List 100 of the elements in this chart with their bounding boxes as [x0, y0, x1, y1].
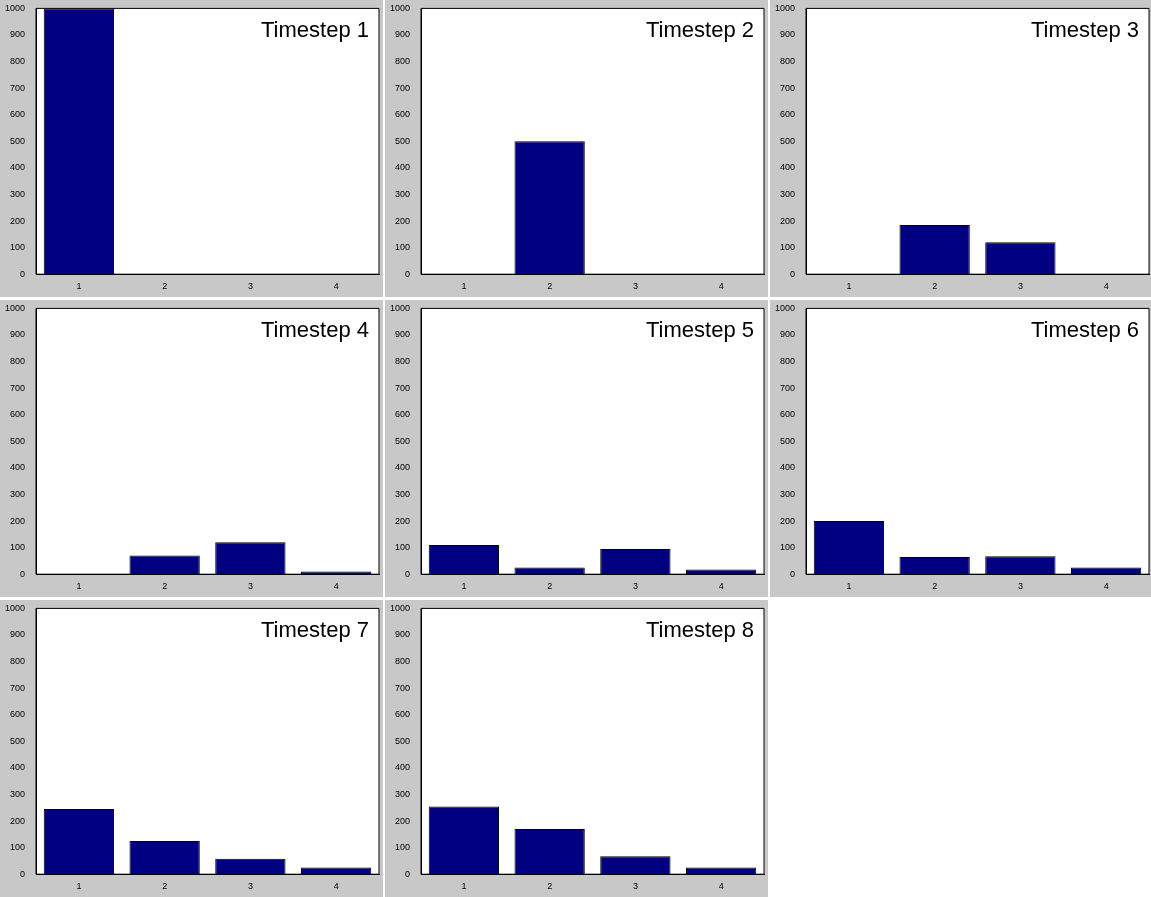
y-tick-label: 500 — [779, 135, 796, 146]
x-tick-label: 2 — [547, 581, 553, 592]
y-tick-label: 300 — [779, 188, 796, 199]
y-tick-label: 600 — [9, 109, 26, 120]
y-tick-label: 100 — [394, 542, 411, 553]
y-tick-label: 700 — [779, 382, 796, 393]
y-tick-label: 500 — [9, 735, 26, 746]
x-tick-label: 4 — [333, 581, 339, 592]
y-tick-label: 800 — [394, 56, 411, 67]
y-tick-label: 700 — [9, 682, 26, 693]
y-tick-label: 700 — [394, 382, 411, 393]
y-tick-label: 500 — [9, 435, 26, 446]
y-tick-label: 100 — [779, 242, 796, 253]
y-tick-label: 400 — [394, 762, 411, 773]
y-tick-label: 800 — [779, 356, 796, 367]
x-tick-label: 2 — [547, 281, 553, 292]
y-tick-label: 200 — [779, 515, 796, 526]
x-tick-label: 3 — [1017, 281, 1023, 292]
y-tick-label: 700 — [394, 82, 411, 93]
y-tick-label: 800 — [779, 56, 796, 67]
y-tick-label: 200 — [9, 515, 26, 526]
y-tick-label: 1000 — [389, 302, 411, 313]
x-tick-label: 4 — [718, 881, 724, 892]
x-tick-label: 3 — [632, 581, 638, 592]
y-tick-label: 300 — [9, 188, 26, 199]
y-tick-label: 400 — [779, 462, 796, 473]
y-tick-label: 600 — [394, 109, 411, 120]
y-tick-label: 100 — [9, 242, 26, 253]
x-tick-label: 1 — [76, 281, 82, 292]
y-tick-label: 0 — [405, 868, 411, 879]
y-tick-label: 100 — [394, 242, 411, 253]
x-tick-label: 4 — [1103, 581, 1109, 592]
x-tick-label: 2 — [932, 581, 938, 592]
y-tick-label: 500 — [394, 735, 411, 746]
x-tick-label: 2 — [932, 281, 938, 292]
y-tick-label: 0 — [20, 568, 26, 579]
x-tick-label: 4 — [333, 281, 339, 292]
y-tick-label: 400 — [394, 162, 411, 173]
y-tick-label: 300 — [394, 488, 411, 499]
chart-title: Timestep 4 — [260, 317, 369, 343]
y-tick-label: 500 — [394, 135, 411, 146]
y-tick-label: 400 — [9, 162, 26, 173]
y-tick-label: 900 — [9, 329, 26, 340]
y-tick-label: 900 — [779, 329, 796, 340]
x-tick-label: 1 — [461, 881, 467, 892]
chart-title: Timestep 2 — [645, 17, 754, 43]
y-tick-label: 700 — [394, 682, 411, 693]
x-tick-label: 2 — [547, 881, 553, 892]
y-tick-label: 700 — [779, 82, 796, 93]
chart-title: Timestep 1 — [260, 17, 369, 43]
chart-title: Timestep 8 — [645, 617, 754, 643]
y-tick-label: 100 — [9, 842, 26, 853]
y-tick-label: 200 — [394, 215, 411, 226]
y-tick-label: 1000 — [389, 602, 411, 613]
y-tick-label: 400 — [9, 762, 26, 773]
x-tick-label: 3 — [247, 881, 253, 892]
x-tick-label: 3 — [247, 281, 253, 292]
y-tick-label: 200 — [779, 215, 796, 226]
y-tick-label: 600 — [779, 109, 796, 120]
y-tick-label: 100 — [779, 542, 796, 553]
y-tick-label: 100 — [9, 542, 26, 553]
y-tick-label: 500 — [394, 435, 411, 446]
y-tick-label: 900 — [9, 629, 26, 640]
y-tick-label: 1000 — [4, 302, 26, 313]
y-tick-label: 300 — [394, 188, 411, 199]
y-tick-label: 500 — [9, 135, 26, 146]
y-tick-label: 700 — [9, 82, 26, 93]
y-tick-label: 800 — [9, 356, 26, 367]
y-tick-label: 900 — [394, 29, 411, 40]
y-tick-label: 0 — [405, 568, 411, 579]
y-tick-label: 900 — [394, 329, 411, 340]
x-tick-label: 2 — [162, 281, 168, 292]
chart-title: Timestep 5 — [645, 317, 754, 343]
chart-title: Timestep 6 — [1030, 317, 1139, 343]
x-tick-label: 1 — [846, 581, 852, 592]
y-tick-label: 300 — [9, 488, 26, 499]
x-tick-label: 1 — [461, 581, 467, 592]
y-tick-label: 800 — [394, 356, 411, 367]
y-tick-label: 1000 — [4, 602, 26, 613]
y-tick-label: 0 — [790, 268, 796, 279]
chart-title: Timestep 3 — [1030, 17, 1139, 43]
y-tick-label: 1000 — [4, 2, 26, 13]
y-tick-label: 100 — [394, 842, 411, 853]
y-tick-label: 1000 — [774, 2, 796, 13]
y-tick-label: 800 — [9, 56, 26, 67]
y-tick-label: 400 — [9, 462, 26, 473]
y-tick-label: 900 — [779, 29, 796, 40]
y-tick-label: 900 — [9, 29, 26, 40]
y-tick-label: 300 — [394, 788, 411, 799]
x-tick-label: 4 — [718, 581, 724, 592]
y-tick-label: 900 — [394, 629, 411, 640]
y-tick-label: 0 — [20, 268, 26, 279]
y-tick-label: 800 — [394, 656, 411, 667]
y-tick-label: 200 — [9, 815, 26, 826]
x-tick-label: 3 — [1017, 581, 1023, 592]
y-tick-label: 600 — [9, 409, 26, 420]
y-tick-label: 1000 — [774, 302, 796, 313]
x-tick-label: 1 — [846, 281, 852, 292]
x-tick-label: 1 — [76, 581, 82, 592]
x-tick-label: 3 — [632, 281, 638, 292]
